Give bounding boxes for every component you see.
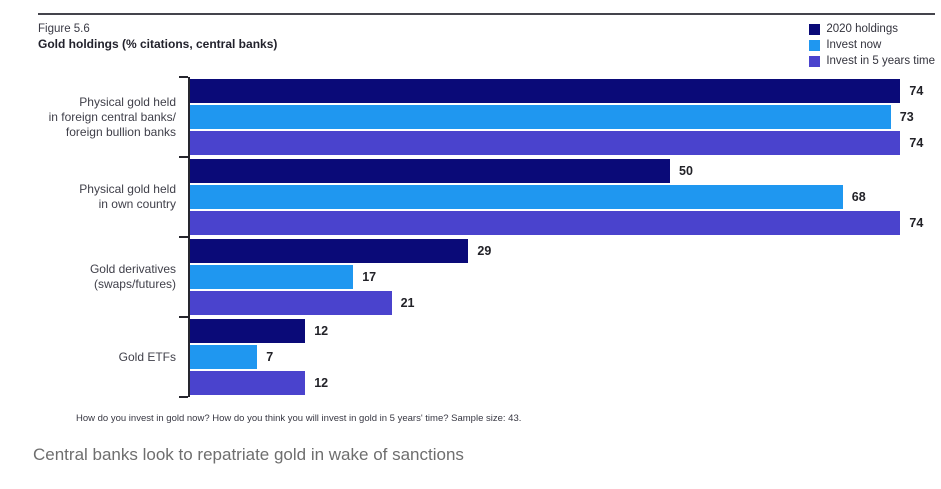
axis-tick	[179, 156, 188, 158]
bar	[190, 291, 392, 315]
bar-group: Physical gold held in own country 50 68 74	[38, 157, 935, 237]
bar	[190, 345, 258, 369]
bar-value-label: 68	[851, 190, 866, 204]
bar-group: Gold ETFs 12 7 12	[38, 317, 935, 397]
bar-line: 74	[190, 211, 935, 235]
legend-swatch-icon	[809, 56, 821, 67]
legend-item: 2020 holdings	[809, 23, 935, 36]
legend-label: Invest now	[826, 39, 882, 51]
bar-value-label: 74	[909, 136, 924, 150]
bar-value-label: 12	[314, 376, 329, 390]
bar-line: 7	[190, 345, 935, 369]
bars-cell: 74 73 74	[188, 77, 935, 157]
bar-group: Gold derivatives (swaps/futures) 29 17 21	[38, 237, 935, 317]
legend-swatch-icon	[809, 24, 821, 35]
axis-tick	[179, 236, 188, 238]
legend-item: Invest now	[809, 39, 935, 52]
bar-line: 17	[190, 265, 935, 289]
bar	[190, 319, 306, 343]
category-label: Gold derivatives (swaps/futures)	[89, 262, 176, 291]
bar-line: 68	[190, 185, 935, 209]
bars-cell: 29 17 21	[188, 237, 935, 317]
bar	[190, 265, 354, 289]
figure-title: Gold holdings (% citations, central bank…	[38, 37, 278, 51]
bar	[190, 131, 901, 155]
bar-value-label: 7	[266, 350, 274, 364]
bar-group: Physical gold held in foreign central ba…	[38, 77, 935, 157]
figure-caption: Central banks look to repatriate gold in…	[33, 445, 464, 464]
bar	[190, 185, 843, 209]
bar-line: 21	[190, 291, 935, 315]
bar-line: 29	[190, 239, 935, 263]
bar-value-label: 21	[400, 296, 415, 310]
axis-tick	[179, 76, 188, 78]
bar	[190, 371, 306, 395]
axis-tick	[179, 316, 188, 318]
bar-value-label: 12	[314, 324, 329, 338]
figure-footnote: How do you invest in gold now? How do yo…	[76, 413, 522, 424]
report-page: { "figure": { "label": "Figure 5.6", "ti…	[0, 13, 941, 489]
legend-swatch-icon	[809, 40, 821, 51]
bar-line: 50	[190, 159, 935, 183]
bar-line: 73	[190, 105, 935, 129]
legend-label: 2020 holdings	[826, 23, 898, 35]
bar	[190, 79, 901, 103]
legend-label: Invest in 5 years time	[826, 55, 935, 67]
bars-cell: 50 68 74	[188, 157, 935, 237]
category-label: Physical gold held in foreign central ba…	[48, 94, 176, 139]
figure-block: Figure 5.6 Gold holdings (% citations, c…	[38, 13, 935, 424]
bar-chart: Physical gold held in foreign central ba…	[38, 76, 935, 398]
chart-legend: 2020 holdings Invest now Invest in 5 years…	[809, 22, 935, 68]
bars-cell: 12 7 12	[188, 317, 935, 397]
figure-header: Figure 5.6 Gold holdings (% citations, c…	[38, 22, 935, 68]
plot-area: Physical gold held in foreign central ba…	[38, 77, 935, 397]
bar-value-label: 74	[909, 216, 924, 230]
bar-value-label: 74	[909, 84, 924, 98]
bar-line: 74	[190, 79, 935, 103]
bar-value-label: 29	[477, 244, 492, 258]
bar-line: 12	[190, 371, 935, 395]
bar	[190, 159, 670, 183]
bar	[190, 239, 469, 263]
figure-titles: Figure 5.6 Gold holdings (% citations, c…	[38, 22, 277, 52]
category-label: Physical gold held in own country	[79, 182, 176, 211]
axis-tick	[179, 396, 188, 398]
bar-line: 12	[190, 319, 935, 343]
bar-value-label: 50	[679, 164, 693, 178]
bar-line: 74	[190, 131, 935, 155]
bar	[190, 105, 891, 129]
bar	[190, 211, 901, 235]
category-label: Gold ETFs	[118, 349, 176, 364]
figure-number: Figure 5.6	[38, 23, 90, 35]
bar-value-label: 17	[362, 270, 377, 284]
bar-value-label: 73	[899, 110, 914, 124]
legend-item: Invest in 5 years time	[809, 55, 935, 68]
